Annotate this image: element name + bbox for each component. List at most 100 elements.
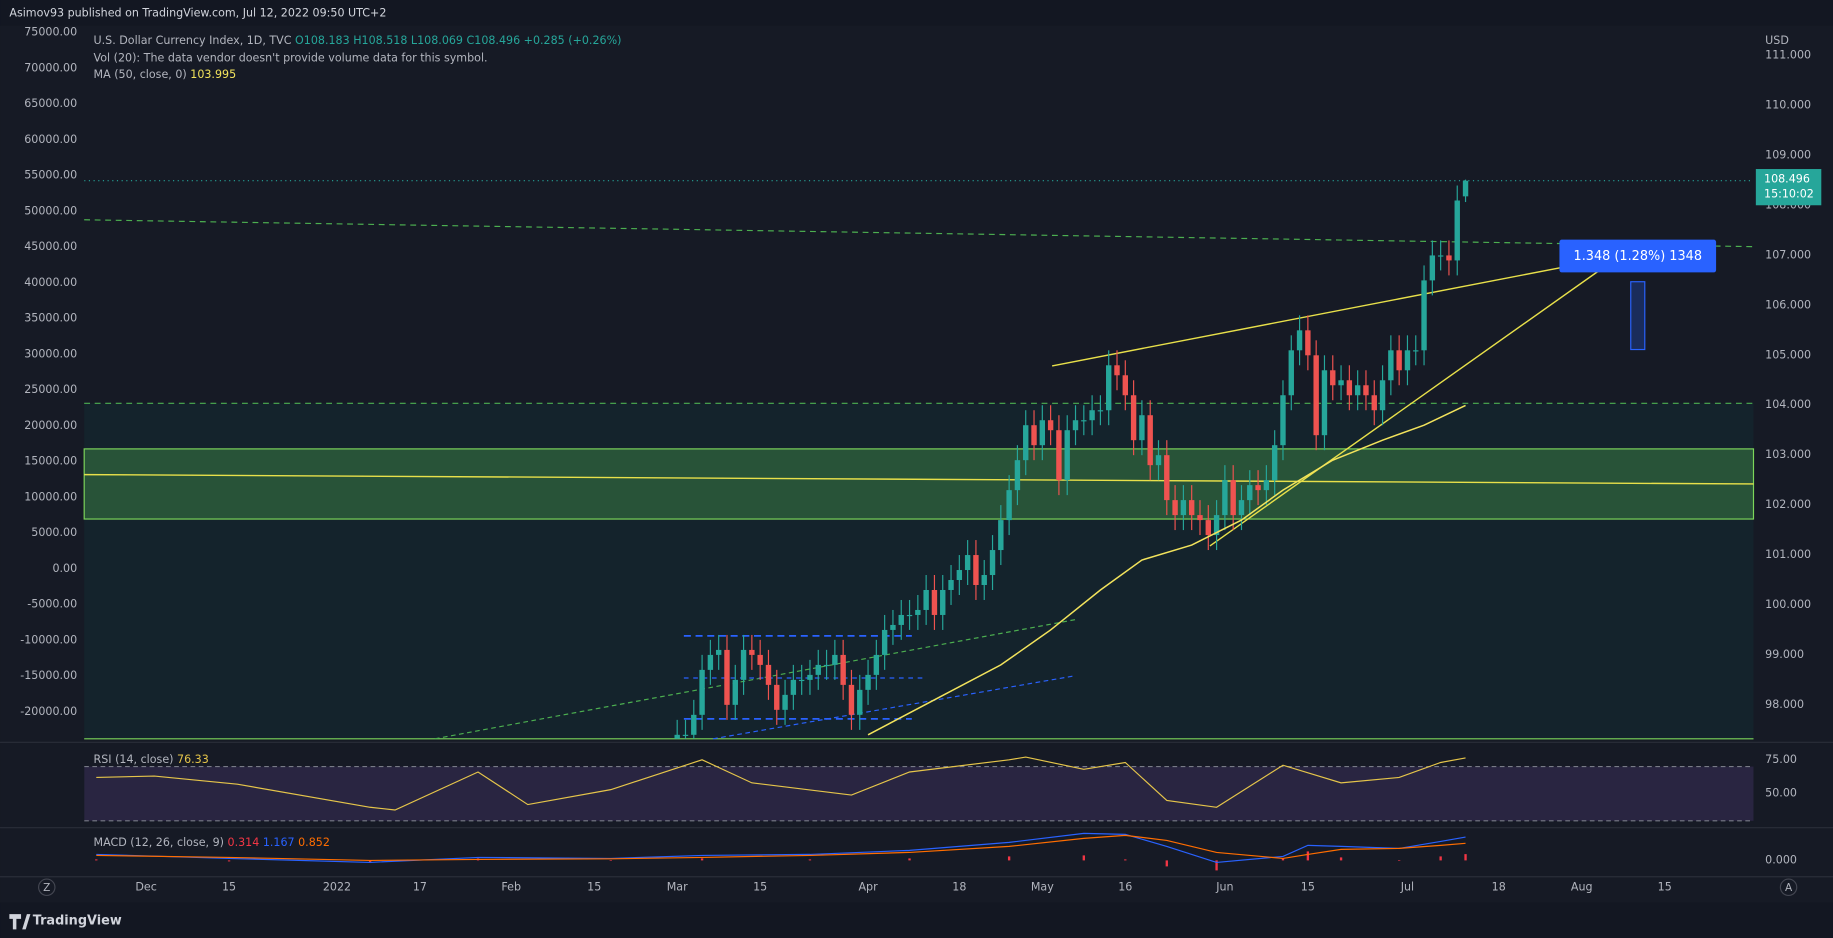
candle-body (1056, 430, 1062, 481)
y-tick-label: 107.000 (1765, 248, 1811, 261)
zoom-icon[interactable]: Z (43, 882, 50, 894)
y2-tick-label: 15000.00 (24, 455, 77, 468)
candle-body (807, 674, 813, 680)
candle-body (1213, 515, 1220, 536)
y2-tick-label: 50000.00 (24, 204, 77, 217)
y2-tick-label: -15000.00 (20, 669, 77, 682)
x-tick-label: Apr (858, 880, 878, 893)
price-label-bg (1755, 169, 1822, 206)
candle-body (1155, 455, 1162, 466)
price-label: 108.496 (1764, 173, 1810, 186)
candle-body (749, 649, 755, 655)
ma-line (867, 404, 1466, 736)
currency: USD (1765, 34, 1789, 47)
x-tick-label: May (1031, 880, 1054, 893)
rsi-legend: RSI (14, close) 76.33 (94, 753, 209, 766)
candle-body (1147, 415, 1153, 466)
macd-value: 1.167 (263, 836, 295, 849)
y-tick-label: 111.000 (1765, 49, 1811, 62)
candle-body (1288, 350, 1294, 396)
candle-body (1072, 420, 1079, 431)
candle-body (691, 714, 697, 735)
signal-value: 0.852 (298, 836, 330, 849)
macd-histogram (1464, 854, 1467, 861)
candle-body (865, 674, 871, 690)
candle-body (1363, 385, 1369, 396)
support-zone (83, 448, 1755, 520)
y2-tick-label: 10000.00 (24, 490, 77, 503)
candle-body (848, 684, 855, 715)
candle-body (1371, 395, 1377, 411)
candle-body (765, 664, 772, 685)
y2-tick-label: 55000.00 (24, 169, 77, 182)
measure-label: 1.348 (1.28%) 1348 (1574, 249, 1702, 264)
macd-pane (95, 832, 1467, 871)
x-tick-label: 2022 (323, 880, 351, 893)
candle-body (873, 654, 880, 675)
y2-tick-label: 40000.00 (24, 276, 77, 289)
candle-body (1280, 395, 1286, 446)
candle-body (931, 589, 938, 615)
candle-body (1122, 375, 1129, 396)
candle-body (1114, 365, 1120, 376)
candle-body (699, 669, 705, 715)
candle-body (964, 555, 971, 571)
x-tick-label: 17 (413, 880, 427, 893)
candle-body (1446, 255, 1452, 261)
macd-histogram (1007, 856, 1011, 861)
candle-body (1404, 350, 1411, 371)
candle-body (724, 649, 730, 705)
candle-body (1421, 280, 1427, 351)
macd-legend: MACD (12, 26, close, 9) 0.314 1.167 0.85… (94, 836, 330, 849)
x-tick-label: 15 (587, 880, 601, 893)
y-tick-label: 75.00 (1765, 753, 1797, 766)
candle-body (1247, 485, 1253, 501)
measure-box (1630, 281, 1646, 351)
macd-histogram (1439, 856, 1442, 861)
y-tick-label: 102.000 (1765, 498, 1811, 511)
candle-body (898, 614, 904, 625)
main-pane (84, 179, 1754, 739)
candle-body (1139, 415, 1145, 441)
candle-body (1346, 380, 1353, 396)
x-tick-label: Mar (667, 880, 688, 893)
candle-body (1047, 420, 1054, 431)
hist-value: 0.314 (228, 836, 260, 849)
macd-histogram (700, 858, 704, 861)
macd-histogram (808, 859, 812, 861)
channel-line (712, 675, 1076, 740)
candle-body (890, 624, 896, 630)
candle-body (1454, 200, 1460, 261)
y-tick-label: 100.000 (1765, 598, 1811, 611)
candle-body (1164, 455, 1170, 501)
y2-tick-label: 25000.00 (24, 383, 77, 396)
candle-body (1097, 410, 1104, 412)
candle-body (1388, 350, 1394, 381)
x-tick-label: 15 (222, 880, 236, 893)
candle-body (1130, 395, 1137, 441)
ma-legend: MA (50, close, 0) 103.995 (94, 68, 237, 81)
x-tick-label: 15 (1301, 880, 1315, 893)
y2-tick-label: 35000.00 (24, 312, 77, 325)
y2-tick-label: 60000.00 (24, 133, 77, 146)
auto-button[interactable] (1779, 878, 1798, 897)
candle-body (1230, 480, 1236, 516)
candle-body (1023, 425, 1029, 461)
candle-body (940, 589, 946, 615)
macd-histogram (1281, 858, 1285, 861)
auto-icon[interactable]: A (1785, 882, 1793, 894)
macd-line (96, 832, 1466, 863)
candle-body (1172, 500, 1178, 516)
y-tick-label: 99.000 (1765, 648, 1804, 661)
y-tick-label: 105.000 (1765, 348, 1811, 361)
channel-line (434, 618, 1076, 740)
symbol: U.S. Dollar Currency Index, 1D, TVC (94, 34, 292, 47)
x-tick-label: Jul (1400, 880, 1414, 893)
zoom-button[interactable] (38, 878, 56, 897)
y2-tick-label: 20000.00 (24, 419, 77, 432)
candle-body (774, 684, 780, 710)
candle-body (998, 520, 1004, 551)
